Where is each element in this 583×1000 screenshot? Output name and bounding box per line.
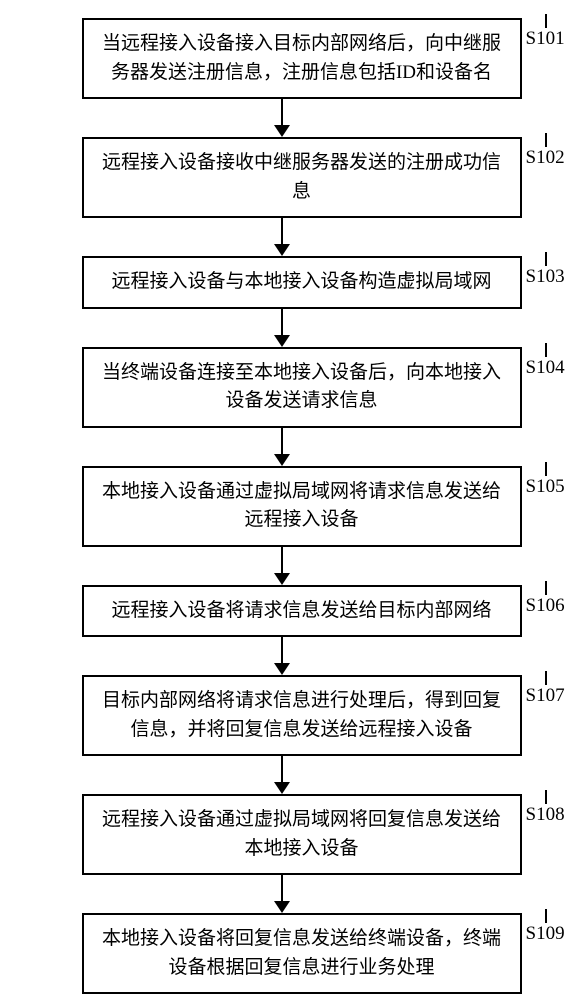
step-box-s101: 当远程接入设备接入目标内部网络后，向中继服务器发送注册信息，注册信息包括ID和设… — [82, 18, 522, 99]
step-box-s105: 本地接入设备通过虚拟局域网将请求信息发送给远程接入设备 — [82, 466, 522, 547]
label-connector-line — [545, 581, 547, 595]
label-connector-line — [545, 909, 547, 923]
step-label-s102: S102 — [526, 133, 566, 169]
arrow-down — [274, 99, 290, 137]
step-text: 本地接入设备将回复信息发送给终端设备，终端设备根据回复信息进行业务处理 — [98, 925, 506, 982]
step-box-s109: 本地接入设备将回复信息发送给终端设备，终端设备根据回复信息进行业务处理 — [82, 913, 522, 994]
step-row: 当远程接入设备接入目标内部网络后，向中继服务器发送注册信息，注册信息包括ID和设… — [82, 18, 522, 99]
step-id: S101 — [526, 28, 565, 49]
step-text: 当远程接入设备接入目标内部网络后，向中继服务器发送注册信息，注册信息包括ID和设… — [98, 30, 506, 87]
step-label-s103: S103 — [526, 252, 566, 288]
label-connector-line — [545, 133, 547, 147]
step-row: 本地接入设备通过虚拟局域网将请求信息发送给远程接入设备 S105 — [82, 466, 522, 547]
step-label-s108: S108 — [526, 790, 566, 826]
step-label-s107: S107 — [526, 671, 566, 707]
step-text: 远程接入设备接收中继服务器发送的注册成功信息 — [98, 149, 506, 206]
step-id: S104 — [526, 357, 565, 378]
label-connector-line — [545, 790, 547, 804]
step-text: 远程接入设备通过虚拟局域网将回复信息发送给本地接入设备 — [98, 806, 506, 863]
step-text: 远程接入设备与本地接入设备构造虚拟局域网 — [111, 268, 491, 297]
label-connector-line — [545, 343, 547, 357]
step-label-s109: S109 — [526, 909, 566, 945]
arrow-down — [274, 637, 290, 675]
step-text: 目标内部网络将请求信息进行处理后，得到回复信息，并将回复信息发送给远程接入设备 — [98, 687, 506, 744]
arrow-down — [274, 756, 290, 794]
step-text: 当终端设备连接至本地接入设备后，向本地接入设备发送请求信息 — [98, 359, 506, 416]
step-text: 远程接入设备将请求信息发送给目标内部网络 — [111, 597, 491, 626]
step-row: 远程接入设备将请求信息发送给目标内部网络 S106 — [82, 585, 522, 638]
step-id: S105 — [526, 476, 565, 497]
arrow-down — [274, 875, 290, 913]
step-box-s102: 远程接入设备接收中继服务器发送的注册成功信息 — [82, 137, 522, 218]
arrow-down — [274, 309, 290, 347]
step-row: 远程接入设备接收中继服务器发送的注册成功信息 S102 — [82, 137, 522, 218]
step-row: 目标内部网络将请求信息进行处理后，得到回复信息，并将回复信息发送给远程接入设备 … — [82, 675, 522, 756]
step-text: 本地接入设备通过虚拟局域网将请求信息发送给远程接入设备 — [98, 478, 506, 535]
step-id: S107 — [526, 685, 565, 706]
label-connector-line — [545, 462, 547, 476]
flowchart-container: 当远程接入设备接入目标内部网络后，向中继服务器发送注册信息，注册信息包括ID和设… — [0, 0, 583, 994]
step-label-s106: S106 — [526, 581, 566, 617]
arrow-down — [274, 428, 290, 466]
step-id: S108 — [526, 804, 565, 825]
step-id: S106 — [526, 595, 565, 616]
arrow-down — [274, 218, 290, 256]
arrow-down — [274, 547, 290, 585]
step-box-s108: 远程接入设备通过虚拟局域网将回复信息发送给本地接入设备 — [82, 794, 522, 875]
step-id: S109 — [526, 923, 565, 944]
step-row: 远程接入设备与本地接入设备构造虚拟局域网 S103 — [82, 256, 522, 309]
step-id: S102 — [526, 147, 565, 168]
step-row: 当终端设备连接至本地接入设备后，向本地接入设备发送请求信息 S104 — [82, 347, 522, 428]
step-label-s104: S104 — [526, 343, 566, 379]
step-label-s101: S101 — [526, 14, 566, 50]
label-connector-line — [545, 14, 547, 28]
step-row: 本地接入设备将回复信息发送给终端设备，终端设备根据回复信息进行业务处理 S109 — [82, 913, 522, 994]
step-box-s107: 目标内部网络将请求信息进行处理后，得到回复信息，并将回复信息发送给远程接入设备 — [82, 675, 522, 756]
step-box-s106: 远程接入设备将请求信息发送给目标内部网络 — [82, 585, 522, 638]
step-row: 远程接入设备通过虚拟局域网将回复信息发送给本地接入设备 S108 — [82, 794, 522, 875]
label-connector-line — [545, 252, 547, 266]
step-id: S103 — [526, 266, 565, 287]
step-label-s105: S105 — [526, 462, 566, 498]
step-box-s103: 远程接入设备与本地接入设备构造虚拟局域网 — [82, 256, 522, 309]
step-box-s104: 当终端设备连接至本地接入设备后，向本地接入设备发送请求信息 — [82, 347, 522, 428]
label-connector-line — [545, 671, 547, 685]
